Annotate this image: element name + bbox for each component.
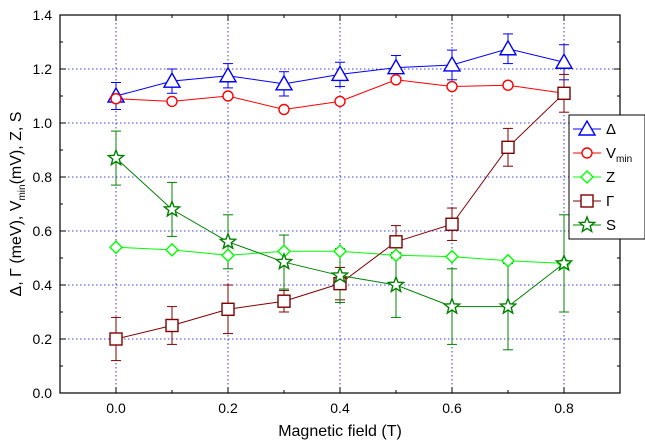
x-tick-label: 0.0 [106,400,126,416]
x-tick-label: 0.4 [330,400,350,416]
data-point-delta [444,57,460,71]
data-point-vmin [223,91,233,101]
y-axis-label: Δ, Γ (meV), Vmin(mV), Z, S [8,112,28,297]
y-tick-label: 0.8 [33,169,53,185]
data-point-vmin [391,75,401,85]
data-point-vmin [111,94,121,104]
data-point-z [110,241,122,253]
legend-label-delta: Δ [606,121,616,138]
data-point-vmin [335,96,345,106]
data-point-vmin [167,96,177,106]
data-point-vmin [503,80,513,90]
x-tick-label: 0.6 [442,400,462,416]
data-point-gamma [110,333,122,345]
y-tick-label: 0.6 [33,223,53,239]
x-tick-label: 0.2 [218,400,238,416]
legend-label-s: S [606,217,616,234]
data-point-delta [388,60,404,74]
data-point-z [334,245,346,257]
data-point-gamma [278,295,290,307]
data-point-delta [220,68,236,82]
y-tick-labels: 0.0 0.2 0.4 0.6 0.8 1.0 1.2 1.4 [33,7,53,401]
y-axis-label-main: Δ, Γ (meV), V [8,200,25,296]
x-tick-label: 0.8 [554,400,574,416]
y-tick-label: 0.2 [33,331,53,347]
data-point-gamma [502,141,514,153]
data-point-z [502,255,514,267]
y-tick-label: 1.4 [33,7,53,23]
y-tick-label: 0.4 [33,277,53,293]
legend-label-gamma: Γ [606,193,614,210]
data-point-z [222,249,234,261]
legend-marker-gamma [581,195,593,207]
y-tick-label: 1.2 [33,61,53,77]
data-point-vmin [279,105,289,115]
x-axis-label: Magnetic field (T) [278,423,402,440]
data-point-delta [500,41,516,55]
data-point-gamma [390,236,402,248]
data-point-gamma [222,303,234,315]
y-tick-label: 0.0 [33,385,53,401]
data-point-z [390,249,402,261]
data-point-z [166,244,178,256]
data-point-gamma [558,87,570,99]
data-point-z [446,251,458,263]
data-point-gamma [446,218,458,230]
y-axis-label-rest: (mV), Z, S [8,112,25,185]
x-tick-labels: 0.0 0.2 0.4 0.6 0.8 [106,400,574,416]
data-point-gamma [166,320,178,332]
y-axis-label-sub: min [17,184,28,200]
data-point-vmin [447,82,457,92]
legend-label-sub-vmin: min [616,154,632,165]
y-tick-label: 1.0 [33,115,53,131]
legend-label-z: Z [606,169,615,186]
legend-marker-vmin [582,148,592,158]
